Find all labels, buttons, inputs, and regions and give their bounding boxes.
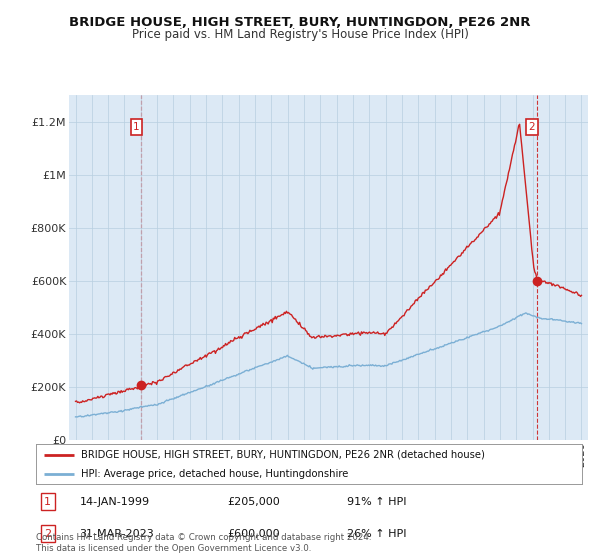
Text: 26% ↑ HPI: 26% ↑ HPI bbox=[347, 529, 407, 539]
Text: 2: 2 bbox=[529, 122, 535, 132]
Text: 14-JAN-1999: 14-JAN-1999 bbox=[80, 497, 150, 507]
Text: £205,000: £205,000 bbox=[227, 497, 280, 507]
Text: BRIDGE HOUSE, HIGH STREET, BURY, HUNTINGDON, PE26 2NR: BRIDGE HOUSE, HIGH STREET, BURY, HUNTING… bbox=[69, 16, 531, 29]
Text: 2: 2 bbox=[44, 529, 52, 539]
Text: BRIDGE HOUSE, HIGH STREET, BURY, HUNTINGDON, PE26 2NR (detached house): BRIDGE HOUSE, HIGH STREET, BURY, HUNTING… bbox=[81, 450, 485, 460]
Text: 1: 1 bbox=[44, 497, 51, 507]
Text: 91% ↑ HPI: 91% ↑ HPI bbox=[347, 497, 407, 507]
Text: 31-MAR-2023: 31-MAR-2023 bbox=[80, 529, 154, 539]
Text: £600,000: £600,000 bbox=[227, 529, 280, 539]
Text: Price paid vs. HM Land Registry's House Price Index (HPI): Price paid vs. HM Land Registry's House … bbox=[131, 28, 469, 41]
Text: HPI: Average price, detached house, Huntingdonshire: HPI: Average price, detached house, Hunt… bbox=[81, 469, 348, 478]
Text: Contains HM Land Registry data © Crown copyright and database right 2024.
This d: Contains HM Land Registry data © Crown c… bbox=[36, 533, 371, 553]
Text: 1: 1 bbox=[133, 122, 140, 132]
